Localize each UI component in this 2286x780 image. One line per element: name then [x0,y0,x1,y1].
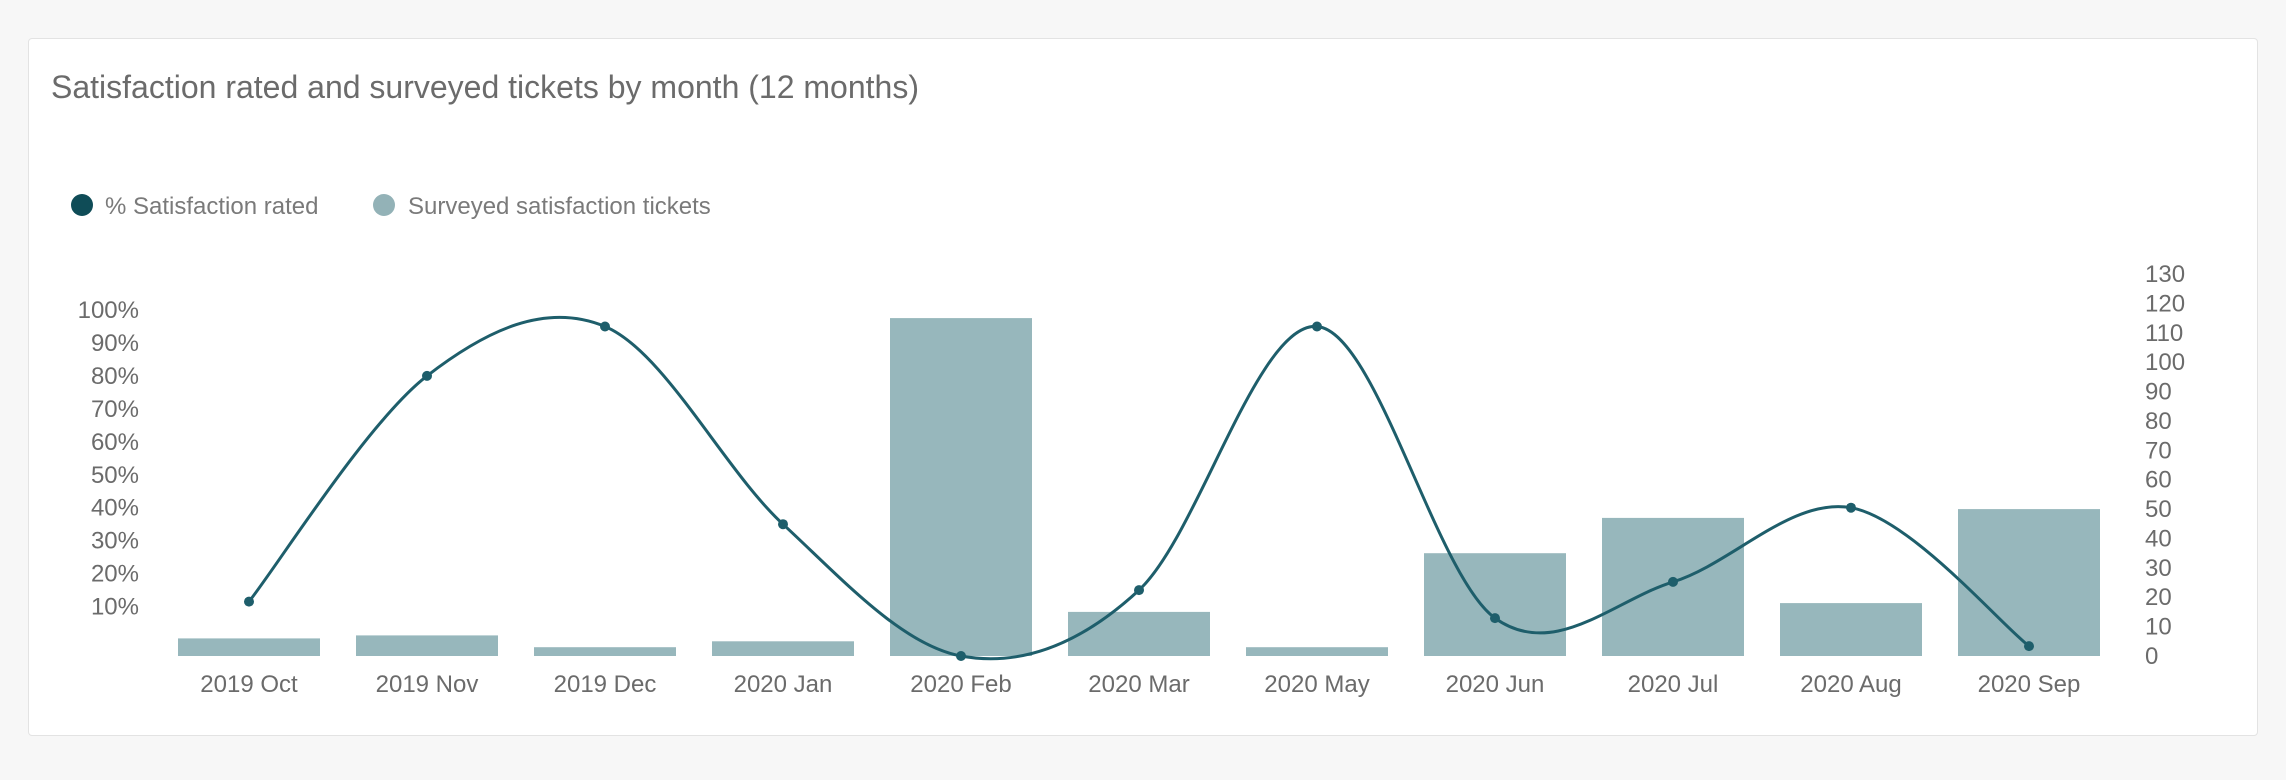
left-axis-tick: 30% [91,528,139,555]
line-satisfaction-rated [247,315,2030,661]
legend-dot-surveyed-tickets [373,194,395,216]
point-satisfaction-rated[interactable] [600,321,610,332]
left-axis-tick: 20% [91,561,139,588]
card-title: Satisfaction rated and surveyed tickets … [51,69,919,105]
point-satisfaction-rated[interactable] [1490,613,1500,624]
point-satisfaction-rated[interactable] [778,519,788,530]
bar-surveyed-tickets[interactable] [534,647,676,656]
legend: % Satisfaction rated Surveyed satisfacti… [71,193,711,220]
x-axis-label: 2020 Feb [910,671,1011,698]
right-axis-tick: 10 [2145,614,2172,641]
right-axis-tick: 0 [2145,643,2158,670]
right-axis-tick: 90 [2145,379,2172,406]
left-axis-tick: 70% [91,396,139,423]
bar-surveyed-tickets[interactable] [1780,603,1922,656]
left-axis-tick: 60% [91,429,139,456]
point-satisfaction-rated[interactable] [244,596,254,607]
x-axis-label: 2019 Nov [376,671,479,698]
right-axis-tick: 70 [2145,437,2172,464]
left-axis-tick: 10% [91,594,139,621]
left-axis-tick: 90% [91,330,139,357]
bars-layer [178,318,2100,656]
left-axis: 100% 90% 80% 70% 60% 50% 40% 30% 20% 10% [78,297,139,621]
left-axis-tick: 40% [91,495,139,522]
right-axis-tick: 130 [2145,261,2185,288]
legend-dot-satisfaction-rated [71,194,93,216]
x-axis-label: 2020 May [1264,671,1369,698]
right-axis-tick: 80 [2145,408,2172,435]
line-layer [247,315,2030,661]
right-axis-tick: 50 [2145,496,2172,523]
point-satisfaction-rated[interactable] [422,370,432,381]
bar-surveyed-tickets[interactable] [1602,517,1744,656]
right-axis-tick: 20 [2145,584,2172,611]
bar-surveyed-tickets[interactable] [1958,509,2100,656]
bar-surveyed-tickets[interactable] [890,318,1032,656]
x-axis-label: 2019 Dec [554,671,657,698]
x-axis-label: 2020 Mar [1088,671,1189,698]
point-satisfaction-rated[interactable] [1312,321,1322,332]
right-axis-tick: 120 [2145,290,2185,317]
bar-surveyed-tickets[interactable] [712,641,854,656]
point-satisfaction-rated[interactable] [1668,576,1678,587]
right-axis-tick: 110 [2145,320,2183,347]
left-axis-tick: 80% [91,363,139,390]
point-satisfaction-rated[interactable] [1134,585,1144,596]
x-axis: 2019 Oct 2019 Nov 2019 Dec 2020 Jan 2020 Feb… [200,671,2080,698]
bar-surveyed-tickets[interactable] [1424,553,1566,656]
x-axis-label: 2020 Sep [1978,671,2081,698]
left-axis-tick: 50% [91,462,139,489]
x-axis-label: 2020 Jan [734,671,833,698]
x-axis-label: 2020 Aug [1800,671,1901,698]
right-axis-tick: 30 [2145,555,2172,582]
right-axis-tick: 40 [2145,526,2172,553]
right-axis-tick: 100 [2145,349,2185,376]
legend-item-surveyed-tickets[interactable]: Surveyed satisfaction tickets [373,193,711,220]
points-layer [244,321,2034,661]
bar-surveyed-tickets[interactable] [1068,611,1210,656]
bar-surveyed-tickets[interactable] [356,635,498,656]
point-satisfaction-rated[interactable] [956,651,966,661]
x-axis-label: 2020 Jun [1446,671,1545,698]
bar-surveyed-tickets[interactable] [1246,647,1388,656]
bar-surveyed-tickets[interactable] [178,638,320,656]
x-axis-label: 2020 Jul [1628,671,1719,698]
right-axis-tick: 60 [2145,467,2172,494]
legend-label-surveyed-tickets: Surveyed satisfaction tickets [408,193,711,220]
left-axis-tick: 100% [78,297,139,324]
x-axis-label: 2019 Oct [200,671,298,698]
point-satisfaction-rated[interactable] [2024,641,2034,652]
legend-label-satisfaction-rated: % Satisfaction rated [105,193,318,220]
legend-item-satisfaction-rated[interactable]: % Satisfaction rated [71,193,318,220]
point-satisfaction-rated[interactable] [1846,502,1856,513]
